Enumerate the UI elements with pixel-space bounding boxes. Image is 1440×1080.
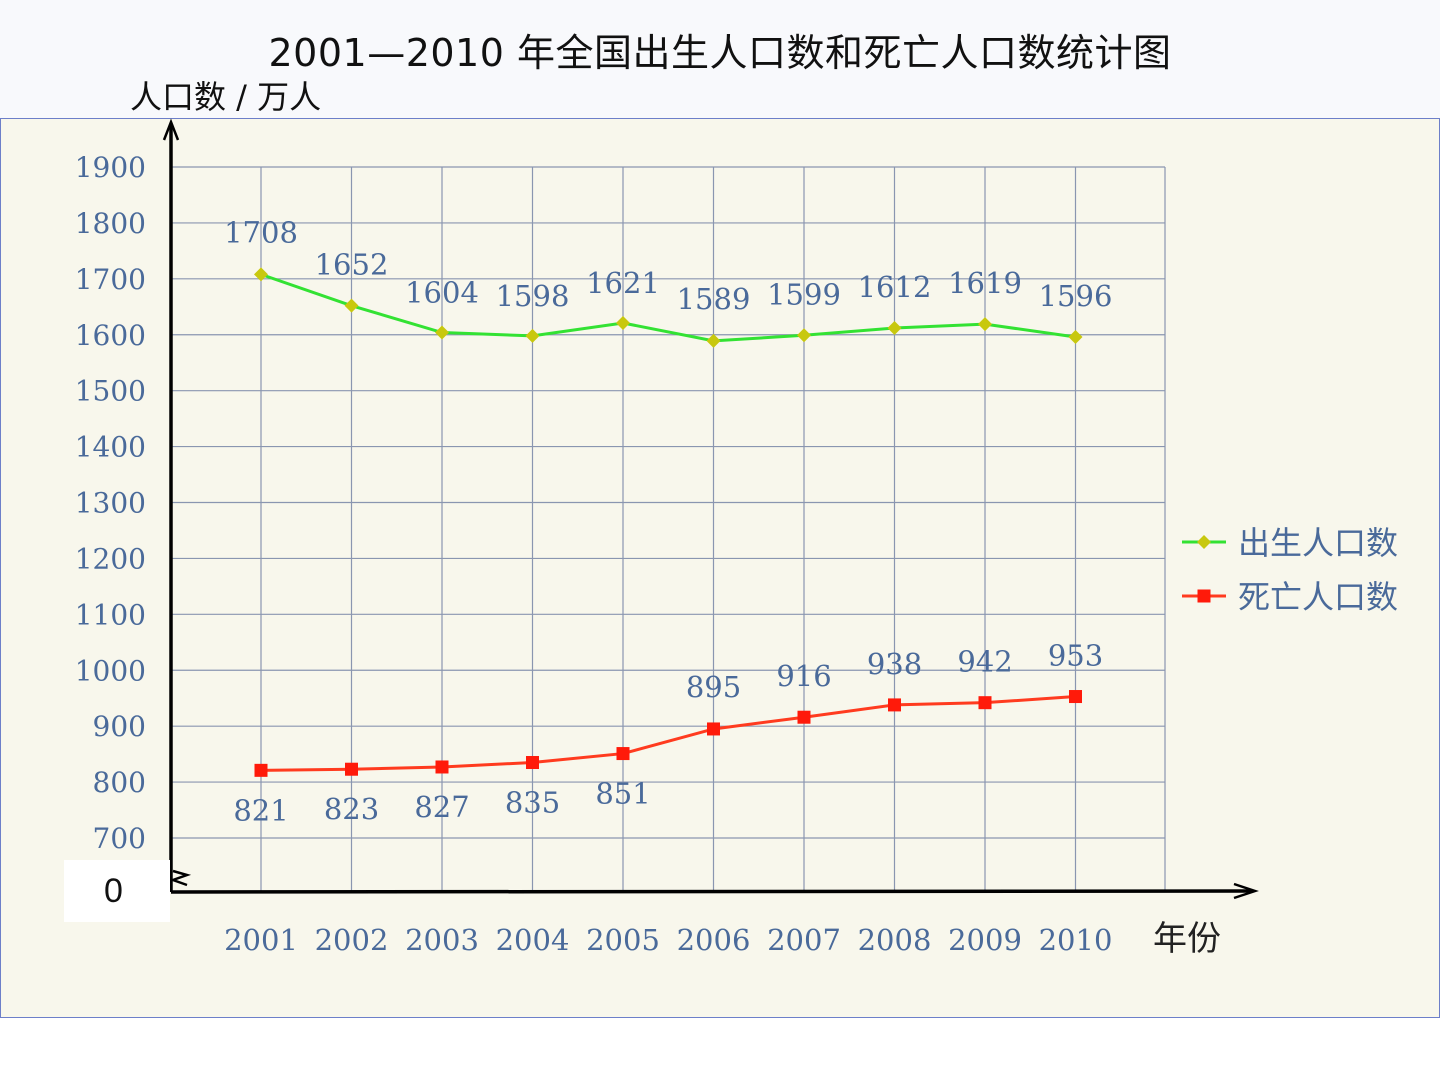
birth-point	[978, 317, 992, 332]
y-tick-label: 700	[93, 822, 146, 855]
death-data-label: 942	[957, 645, 1012, 679]
y-tick-label: 1700	[75, 263, 146, 296]
death-data-label: 953	[1048, 639, 1103, 673]
birth-data-label: 1708	[224, 215, 298, 249]
x-tick-label: 2010	[1039, 923, 1113, 957]
birth-data-label: 1612	[858, 270, 932, 304]
zero-label-box	[64, 860, 170, 922]
birth-point	[887, 321, 902, 336]
death-point	[616, 747, 630, 761]
y-tick-label: 1600	[75, 319, 146, 352]
birth-point	[435, 325, 449, 340]
death-point	[707, 722, 720, 736]
x-tick-label: 2001	[224, 923, 298, 957]
legend-birth-label: 出生人口数	[1238, 524, 1398, 562]
x-tick-label: 2006	[677, 923, 751, 957]
death-series-line	[260, 695, 1076, 772]
death-data-label: 938	[867, 647, 922, 681]
chart-title: 2001—2010 年全国出生人口数和死亡人口数统计图	[268, 31, 1172, 75]
y-tick-label: 1900	[75, 151, 146, 184]
y-axis-break	[169, 869, 192, 887]
death-data-label: 823	[324, 792, 379, 826]
x-axis-arrow	[1233, 882, 1259, 900]
x-tick-label: 2005	[586, 923, 660, 957]
death-data-label: 821	[233, 793, 288, 827]
y-axis-arrow	[162, 118, 180, 141]
birth-data-label: 1652	[315, 248, 389, 282]
death-point	[345, 762, 358, 776]
y-tick-label: 1300	[75, 487, 146, 520]
x-axis	[170, 889, 1253, 894]
y-tick-label: 1000	[75, 654, 146, 687]
header-band	[0, 0, 1440, 118]
y-tick-label: 1400	[75, 431, 146, 464]
y-zero-label: 0	[104, 872, 123, 910]
x-tick-label: 2004	[496, 923, 570, 957]
y-tick-label: 1500	[75, 375, 146, 408]
birth-point	[1068, 329, 1083, 344]
birth-point	[706, 333, 721, 348]
birth-point	[344, 298, 359, 313]
death-point	[1069, 690, 1082, 704]
birth-point	[254, 267, 268, 282]
y-tick-label: 900	[93, 710, 146, 743]
death-data-label: 851	[595, 777, 650, 811]
birth-point	[525, 328, 540, 343]
birth-data-label: 1589	[677, 282, 751, 316]
x-tick-label: 2008	[858, 923, 932, 957]
birth-data-label: 1619	[948, 266, 1022, 300]
death-data-label: 916	[776, 659, 831, 693]
x-tick-label: 2003	[405, 923, 479, 957]
death-point	[435, 760, 449, 774]
birth-data-label: 1599	[767, 277, 841, 311]
birth-data-label: 1604	[405, 276, 479, 310]
legend-death-label: 死亡人口数	[1238, 578, 1398, 616]
death-point	[888, 698, 901, 712]
x-tick-label: 2007	[767, 923, 841, 957]
y-tick-label: 1200	[75, 542, 146, 575]
death-point	[526, 756, 539, 770]
y-tick-label: 1800	[75, 207, 146, 240]
y-tick-label: 800	[93, 766, 146, 799]
death-point	[254, 763, 268, 777]
x-tick-label: 2002	[315, 923, 389, 957]
birth-data-label: 1598	[496, 279, 570, 313]
legend-birth-marker	[1197, 535, 1211, 549]
birth-point	[616, 316, 630, 331]
death-point	[978, 696, 992, 710]
death-point	[797, 710, 811, 724]
y-axis-label: 人口数 / 万人	[130, 78, 322, 116]
birth-series-line	[260, 272, 1076, 343]
death-data-label: 835	[505, 786, 560, 820]
death-data-label: 895	[686, 670, 741, 704]
birth-point	[797, 328, 811, 343]
y-tick-label: 1100	[75, 598, 146, 631]
death-data-label: 827	[414, 790, 469, 824]
x-axis-label: 年份	[1153, 919, 1221, 959]
birth-data-label: 1621	[586, 266, 660, 300]
legend-death-marker	[1197, 589, 1211, 603]
birth-data-label: 1596	[1039, 279, 1113, 313]
x-tick-label: 2009	[948, 923, 1022, 957]
